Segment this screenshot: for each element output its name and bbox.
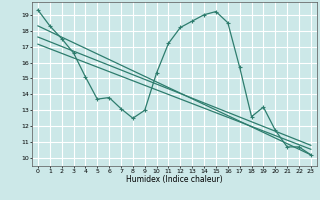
X-axis label: Humidex (Indice chaleur): Humidex (Indice chaleur) (126, 175, 223, 184)
